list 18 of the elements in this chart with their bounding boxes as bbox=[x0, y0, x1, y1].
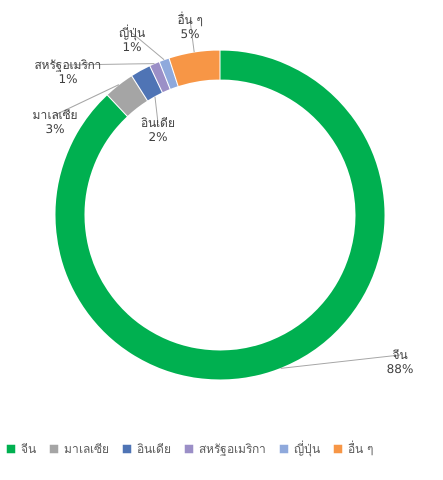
slice-label: อินเดีย bbox=[141, 116, 175, 130]
slice-label: ญี่ปุ่น bbox=[119, 24, 145, 41]
legend-label: มาเลเซีย bbox=[64, 442, 109, 456]
data-label: 2% bbox=[148, 130, 168, 144]
data-label: 1% bbox=[58, 72, 78, 86]
legend-label: ญี่ปุ่น bbox=[294, 440, 320, 457]
data-label: 88% bbox=[386, 362, 414, 376]
legend-label: อินเดีย bbox=[137, 442, 171, 456]
data-label: 5% bbox=[180, 27, 200, 41]
data-label: 3% bbox=[45, 122, 65, 136]
data-label: 1% bbox=[122, 40, 142, 54]
slice-label: สหรัฐอเมริกา bbox=[34, 58, 102, 72]
legend-label: สหรัฐอเมริกา bbox=[199, 442, 266, 456]
slice-label: จีน bbox=[392, 348, 408, 362]
legend-label: อื่น ๆ bbox=[348, 440, 373, 456]
slice-label: มาเลเซีย bbox=[32, 108, 78, 122]
legend-label: จีน bbox=[21, 442, 36, 456]
slice-label: อื่น ๆ bbox=[178, 11, 202, 27]
